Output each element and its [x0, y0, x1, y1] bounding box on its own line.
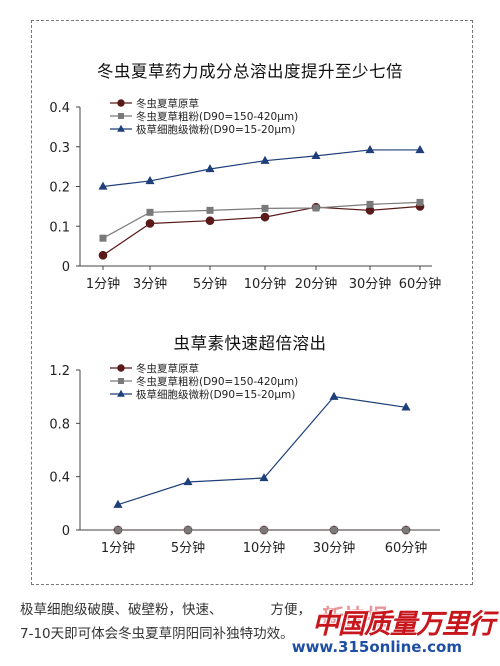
- caption-line-2-tail: 独特功效。: [226, 626, 294, 642]
- legend-marker: [117, 389, 125, 397]
- y-tick-label: 0: [62, 524, 70, 539]
- caption: 极草细胞级破膜、破壁粉，快速、 方便， 7-10天即可体会冬虫夏草阴阳同补独特功效…: [20, 598, 490, 646]
- x-tick-label: 5分钟: [193, 276, 227, 292]
- caption-line-2: 7-10天即可体会冬虫夏草阴阳同补独特功效。: [20, 622, 490, 646]
- caption-line-1-tail: 方便，: [270, 602, 312, 618]
- legend-marker: [117, 124, 125, 132]
- data-point: [260, 155, 270, 164]
- legend-marker: [118, 113, 124, 119]
- y-tick-label: 1.2: [49, 364, 70, 379]
- x-tick-label: 30分钟: [313, 540, 356, 556]
- y-tick-label: 0.4: [49, 471, 70, 486]
- legend-marker: [118, 378, 124, 384]
- data-point: [114, 526, 122, 534]
- chart-frame: [31, 20, 473, 585]
- data-point: [366, 200, 374, 208]
- data-point: [261, 204, 269, 212]
- caption-line-1: 极草细胞级破膜、破壁粉，快速、 方便，: [20, 598, 490, 622]
- legend-label: 冬虫夏草粗粉(D90=150-420μm): [136, 110, 298, 123]
- data-point: [205, 164, 215, 173]
- data-point: [329, 391, 339, 400]
- data-point: [260, 526, 268, 534]
- legend-label: 极草细胞级微粉(D90=15-20μm): [136, 123, 295, 136]
- caption-line-2-text: 7-10天即可体会冬虫夏草阴阳同补: [20, 626, 227, 642]
- data-point: [259, 473, 269, 482]
- data-point: [98, 250, 108, 260]
- data-point: [330, 526, 338, 534]
- data-point: [184, 526, 192, 534]
- y-tick-label: 0: [62, 260, 70, 275]
- data-point: [402, 526, 410, 534]
- x-tick-label: 20分钟: [295, 276, 338, 292]
- x-tick-label: 10分钟: [243, 540, 286, 556]
- data-point: [183, 477, 193, 486]
- data-point: [206, 206, 214, 214]
- legend-label: 冬虫夏草粗粉(D90=150-420μm): [136, 375, 298, 388]
- chart-title-dissolution: 冬虫夏草药力成分总溶出度提升至少七倍: [97, 62, 403, 81]
- data-point: [365, 145, 375, 154]
- y-tick-label: 0.8: [49, 417, 70, 432]
- legend-marker: [117, 99, 125, 107]
- legend-label: 极草细胞级微粉(D90=15-20μm): [136, 388, 295, 401]
- series-line: [117, 396, 407, 506]
- data-point: [415, 145, 425, 154]
- data-point: [145, 219, 155, 228]
- x-tick-label: 10分钟: [244, 276, 287, 292]
- x-tick-label: 30分钟: [349, 276, 392, 292]
- data-point: [205, 216, 215, 226]
- data-point: [416, 198, 424, 206]
- data-point: [113, 499, 123, 508]
- chart-title-cordycepin: 虫草素快速超倍溶出: [173, 334, 327, 353]
- y-tick-label: 0.4: [49, 101, 70, 116]
- data-point: [146, 208, 154, 216]
- y-tick-label: 0.1: [49, 220, 70, 235]
- data-point: [98, 181, 108, 190]
- legend-label: 冬虫夏草原草: [136, 97, 199, 110]
- legend-marker: [117, 364, 125, 372]
- watermark-stamp: 新快报: [321, 606, 388, 631]
- data-point: [99, 234, 107, 242]
- x-tick-label: 60分钟: [399, 276, 442, 292]
- data-point: [260, 212, 270, 222]
- x-tick-label: 3分钟: [133, 276, 167, 292]
- watermark-url: www.315online.com: [291, 638, 462, 656]
- x-tick-label: 1分钟: [86, 276, 120, 292]
- y-tick-label: 0.3: [49, 141, 70, 156]
- legend-label: 冬虫夏草原草: [136, 362, 199, 375]
- x-tick-label: 60分钟: [385, 540, 428, 556]
- watermark-logo: 中国质量万里行: [312, 609, 495, 640]
- watermark: 新快报 中国质量万里行 www.315online.com: [292, 598, 500, 666]
- data-point: [365, 206, 375, 215]
- data-point: [145, 176, 155, 185]
- data-point: [401, 402, 411, 411]
- data-point: [311, 150, 321, 160]
- x-tick-label: 5分钟: [171, 540, 205, 556]
- caption-line-1-text: 极草细胞级破膜、破壁粉，快速、: [20, 602, 223, 618]
- x-tick-label: 1分钟: [101, 540, 135, 556]
- y-tick-label: 0.2: [49, 181, 70, 196]
- data-point: [312, 204, 320, 212]
